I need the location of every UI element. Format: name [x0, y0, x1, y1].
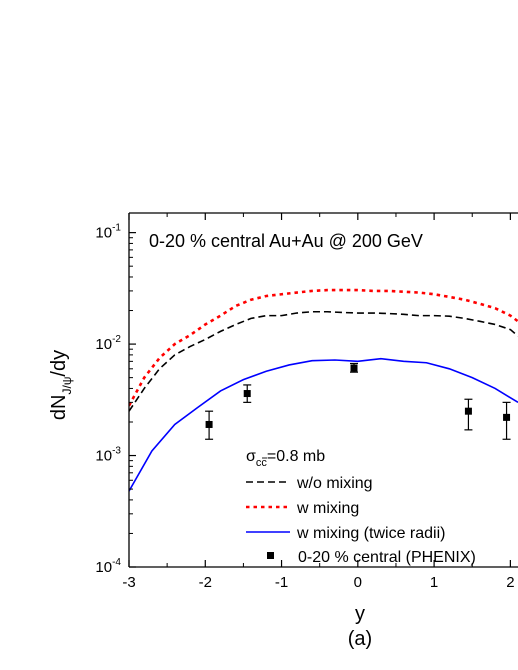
- data-point: [243, 390, 251, 398]
- sigma-label: σcc=0.8 mb: [246, 448, 325, 469]
- y-axis-label: dNJ/ψ/dy: [48, 350, 74, 420]
- legend-marker-3: [267, 552, 274, 559]
- x-tick-label: -2: [199, 574, 212, 591]
- data-point: [205, 420, 213, 428]
- y-tick-label: 10-4: [95, 557, 121, 576]
- y-tick-label: 10-2: [95, 334, 121, 353]
- y-tick-label: 10-3: [95, 446, 121, 465]
- series-line-2: [129, 357, 518, 492]
- x-tick-label: 1: [430, 574, 438, 591]
- legend-label-0: w/o mixing: [296, 475, 373, 492]
- data-point: [350, 364, 358, 372]
- x-tick-label: -1: [275, 574, 288, 591]
- x-tick-label: 0: [354, 574, 362, 591]
- series-line-0: [129, 310, 518, 412]
- panel-label: (a): [348, 628, 372, 650]
- y-tick-label: 10-1: [95, 223, 121, 242]
- x-tick-label: -3: [122, 574, 135, 591]
- x-tick-label: 2: [506, 574, 514, 591]
- legend-label-3: 0-20 % central (PHENIX): [298, 549, 476, 566]
- legend-label-2: w mixing (twice radii): [296, 525, 445, 542]
- annotation-title: 0-20 % central Au+Au @ 200 GeV: [149, 231, 423, 251]
- data-point: [464, 407, 472, 415]
- x-axis-label: y: [355, 603, 365, 625]
- data-point: [503, 413, 511, 421]
- legend-label-1: w mixing: [296, 500, 359, 517]
- series-line-1: [129, 288, 518, 407]
